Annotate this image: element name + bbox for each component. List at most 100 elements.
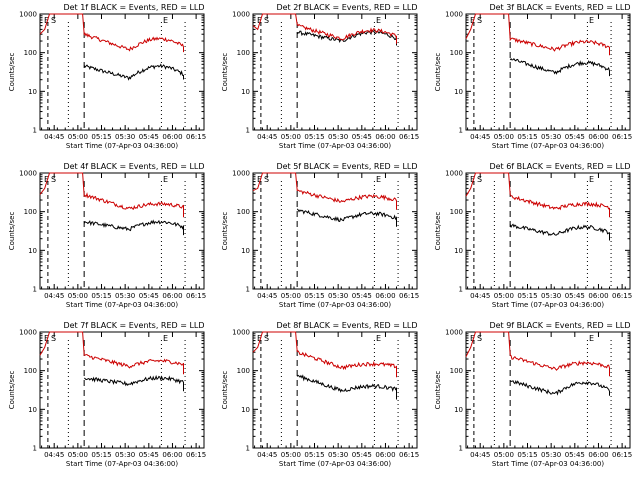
lld-series-line — [465, 172, 610, 218]
y-tick-label: 1 — [459, 445, 463, 453]
y-tick-label: 10 — [28, 247, 37, 255]
x-tick-label: 05:15 — [304, 451, 324, 459]
x-tick-label: 04:45 — [470, 292, 490, 300]
x-axis-label: Start Time (07-Apr-03 04:36:00) — [492, 301, 604, 309]
event-marker: E — [589, 16, 594, 25]
x-tick-label: 05:00 — [494, 292, 514, 300]
x-tick-label: 05:45 — [565, 292, 585, 300]
chart-title: Det 8f BLACK = Events, RED = LLD — [276, 321, 417, 330]
y-axis-label: Counts/sec — [8, 371, 16, 410]
x-tick-label: 05:15 — [517, 292, 537, 300]
x-tick-label: 06:00 — [375, 133, 395, 141]
y-tick-label: 1 — [246, 286, 250, 294]
x-tick-label: 05:00 — [281, 451, 301, 459]
chart-title: Det 7f BLACK = Events, RED = LLD — [63, 321, 204, 330]
y-tick-label: 10 — [241, 247, 250, 255]
x-tick-label: 05:15 — [91, 133, 111, 141]
x-tick-label: 06:15 — [399, 133, 419, 141]
x-tick-label: 06:00 — [375, 292, 395, 300]
y-axis-label: Counts/sec — [8, 53, 16, 92]
x-tick-label: 06:15 — [612, 133, 632, 141]
event-marker: S — [264, 16, 269, 25]
y-axis-label: Counts/sec — [434, 371, 442, 410]
event-marker: E — [470, 334, 475, 343]
x-tick-label: 05:45 — [139, 292, 159, 300]
plot-frame — [252, 13, 418, 131]
chart-title: Det 2f BLACK = Events, RED = LLD — [276, 3, 417, 12]
y-tick-label: 1 — [459, 127, 463, 135]
chart-panel-5: Det 5f BLACK = Events, RED = LLD 1 10 100 10… — [221, 162, 419, 309]
x-tick-label: 04:45 — [44, 133, 64, 141]
y-tick-label: 1000 — [445, 11, 463, 19]
event-marker: E — [470, 16, 475, 25]
y-axis-label: Counts/sec — [8, 212, 16, 251]
y-tick-label: 10 — [241, 406, 250, 414]
event-marker: E — [589, 175, 594, 184]
event-marker: S — [477, 175, 482, 184]
x-tick-label: 05:15 — [91, 292, 111, 300]
x-axis-label: Start Time (07-Apr-03 04:36:00) — [279, 460, 391, 468]
chart-title: Det 1f BLACK = Events, RED = LLD — [63, 3, 204, 12]
x-tick-label: 04:45 — [44, 451, 64, 459]
y-axis-label: Counts/sec — [221, 371, 229, 410]
x-tick-label: 04:45 — [44, 292, 64, 300]
x-tick-label: 06:15 — [186, 133, 206, 141]
event-marker: S — [51, 16, 56, 25]
x-tick-label: 05:00 — [68, 451, 88, 459]
x-tick-label: 06:15 — [612, 292, 632, 300]
x-tick-label: 05:15 — [517, 451, 537, 459]
x-tick-label: 05:45 — [352, 292, 372, 300]
events-series-line — [296, 374, 397, 400]
chart-panel-2: Det 2f BLACK = Events, RED = LLD 1 10 100 10… — [221, 3, 419, 150]
y-tick-label: 100 — [450, 208, 463, 216]
event-marker: S — [477, 334, 482, 343]
x-tick-label: 05:00 — [281, 292, 301, 300]
plot-frame — [39, 331, 205, 449]
x-tick-label: 06:00 — [162, 133, 182, 141]
x-tick-label: 05:30 — [541, 451, 561, 459]
x-tick-label: 06:15 — [399, 451, 419, 459]
x-tick-label: 06:15 — [186, 292, 206, 300]
event-marker: E — [257, 175, 262, 184]
event-marker: S — [477, 16, 482, 25]
x-tick-label: 05:00 — [68, 133, 88, 141]
chart-title: Det 3f BLACK = Events, RED = LLD — [489, 3, 630, 12]
x-tick-label: 06:00 — [375, 451, 395, 459]
x-tick-label: 05:45 — [565, 451, 585, 459]
lld-series-line — [252, 172, 397, 210]
x-tick-label: 05:00 — [281, 133, 301, 141]
event-marker: E — [470, 175, 475, 184]
y-tick-label: 100 — [450, 49, 463, 57]
y-tick-label: 1 — [33, 286, 37, 294]
x-tick-label: 05:30 — [115, 292, 135, 300]
chart-panel-1: Det 1f BLACK = Events, RED = LLD 1 10 100 10… — [8, 3, 206, 150]
y-tick-label: 10 — [28, 88, 37, 96]
x-axis-label: Start Time (07-Apr-03 04:36:00) — [66, 142, 178, 150]
lld-series-line — [252, 13, 397, 44]
y-tick-label: 1000 — [445, 170, 463, 178]
x-tick-label: 04:45 — [257, 133, 277, 141]
x-tick-label: 04:45 — [470, 133, 490, 141]
events-series-line — [83, 219, 184, 236]
chart-panel-3: Det 3f BLACK = Events, RED = LLD 1 10 100 10… — [434, 3, 632, 150]
x-tick-label: 05:30 — [328, 451, 348, 459]
x-tick-label: 05:45 — [352, 133, 372, 141]
y-tick-label: 1000 — [19, 11, 37, 19]
event-marker: E — [163, 334, 168, 343]
x-tick-label: 06:00 — [588, 451, 608, 459]
lld-series-line — [39, 331, 184, 375]
x-tick-label: 06:00 — [162, 292, 182, 300]
lld-series-line — [465, 13, 610, 56]
x-tick-label: 05:30 — [115, 133, 135, 141]
y-tick-label: 100 — [237, 208, 250, 216]
x-tick-label: 05:15 — [91, 451, 111, 459]
x-tick-label: 05:15 — [517, 133, 537, 141]
y-axis-label: Counts/sec — [221, 212, 229, 251]
y-tick-label: 1000 — [445, 329, 463, 337]
event-marker: E — [163, 175, 168, 184]
x-tick-label: 05:45 — [352, 451, 372, 459]
y-tick-label: 10 — [454, 406, 463, 414]
event-marker: E — [44, 175, 49, 184]
plot-frame — [465, 172, 631, 290]
event-marker: E — [376, 334, 381, 343]
